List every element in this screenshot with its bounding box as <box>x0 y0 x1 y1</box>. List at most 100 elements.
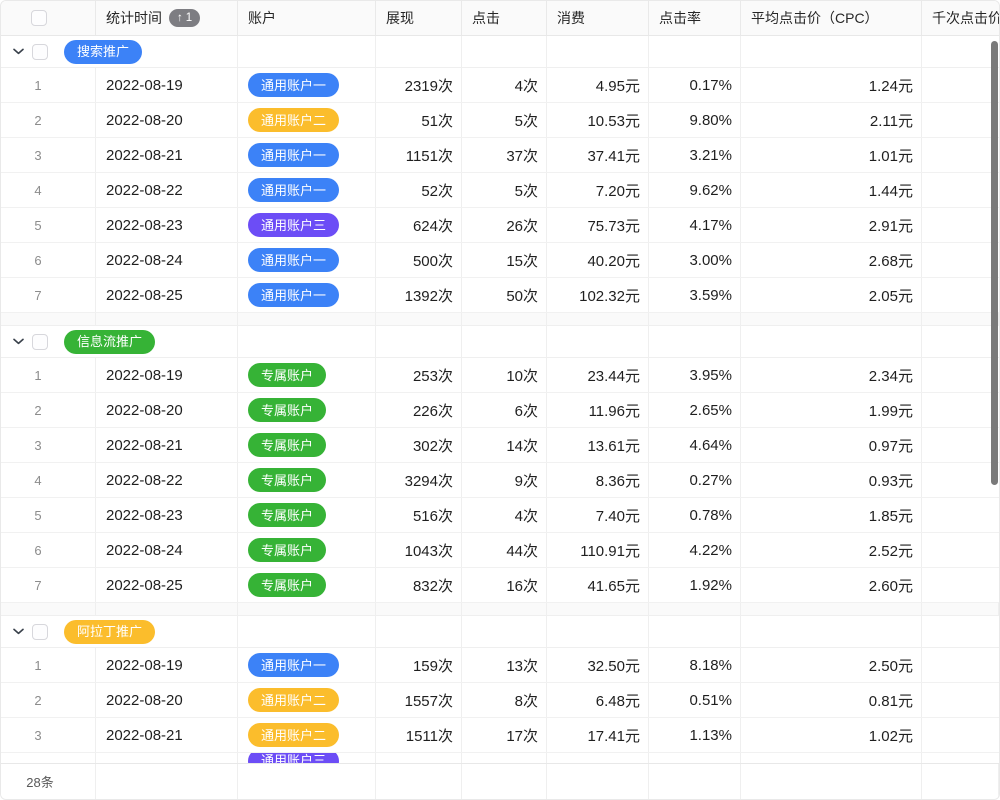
row-impressions: 159次 <box>376 648 462 682</box>
column-header-time[interactable]: 统计时间 ↑ 1 <box>96 1 238 35</box>
account-badge: 通用账户一 <box>248 653 340 677</box>
row-ctr: 0.27% <box>649 463 741 497</box>
sort-badge[interactable]: ↑ 1 <box>169 9 201 27</box>
row-cpc: 1.85元 <box>741 498 922 532</box>
row-cost: 17.41元 <box>547 718 649 752</box>
group-badge: 阿拉丁推广 <box>64 619 156 644</box>
row-ctr: 3.95% <box>649 358 741 392</box>
column-header-cpm[interactable]: 千次点击价 <box>922 1 999 35</box>
row-account: 专属账户 <box>238 533 376 567</box>
row-ctr: 3.59% <box>649 278 741 312</box>
row-index: 2 <box>1 683 96 717</box>
table-row: 4 2022-08-22 专属账户 3294次 9次 8.36元 0.27% 0.93元 <box>1 463 999 498</box>
table-row: 3 2022-08-21 通用账户一 1151次 37次 37.41元 3.21% 1.01元 <box>1 138 999 173</box>
row-index: 5 <box>1 208 96 242</box>
row-cost: 110.91元 <box>547 533 649 567</box>
group-header-cell: 信息流推广 <box>1 326 238 357</box>
column-header-cpm-label: 千次点击价 <box>932 10 999 26</box>
row-clicks: 37次 <box>462 138 547 172</box>
row-cost: 41.65元 <box>547 568 649 602</box>
table-row: 6 2022-08-24 专属账户 1043次 44次 110.91元 4.22% 2.52元 <box>1 533 999 568</box>
column-header-cpc-label: 平均点击价（CPC） <box>751 10 879 26</box>
row-ctr: 2.65% <box>649 393 741 427</box>
table-row: 1 2022-08-19 通用账户一 159次 13次 32.50元 8.18% 2.50元 <box>1 648 999 683</box>
row-impressions: 253次 <box>376 358 462 392</box>
account-badge: 通用账户一 <box>248 143 340 167</box>
column-header-ctr[interactable]: 点击率 <box>649 1 741 35</box>
row-account: 通用账户一 <box>238 173 376 207</box>
row-index: 1 <box>1 358 96 392</box>
row-date: 2022-08-21 <box>96 138 238 172</box>
table-header: 统计时间 ↑ 1 账户 展现 点击 消费 点击率 平均点击价（CPC） 千次点击… <box>1 1 999 36</box>
row-clicks: 26次 <box>462 208 547 242</box>
account-badge: 专属账户 <box>248 363 327 387</box>
row-index: 5 <box>1 498 96 532</box>
row-date: 2022-08-21 <box>96 428 238 462</box>
account-badge: 通用账户三 <box>248 213 340 237</box>
row-cost: 7.40元 <box>547 498 649 532</box>
column-header-account-label: 账户 <box>248 10 276 26</box>
row-cpm <box>922 718 999 752</box>
row-impressions: 226次 <box>376 393 462 427</box>
table-row: 1 2022-08-19 通用账户一 2319次 4次 4.95元 0.17% 1.24元 <box>1 68 999 103</box>
select-all-checkbox[interactable] <box>31 10 47 26</box>
row-index: 2 <box>1 393 96 427</box>
row-index: 4 <box>1 173 96 207</box>
row-clicks: 9次 <box>462 463 547 497</box>
sort-arrow-up-icon: ↑ <box>177 12 183 24</box>
column-header-ctr-label: 点击率 <box>659 10 701 26</box>
row-index: 1 <box>1 68 96 102</box>
vertical-scrollbar-thumb[interactable] <box>991 41 998 485</box>
column-header-cpc[interactable]: 平均点击价（CPC） <box>741 1 922 35</box>
table-row: 2 2022-08-20 通用账户二 51次 5次 10.53元 9.80% 2.11元 <box>1 103 999 138</box>
row-cpc: 0.81元 <box>741 683 922 717</box>
row-impressions: 302次 <box>376 428 462 462</box>
table-row: 3 2022-08-21 专属账户 302次 14次 13.61元 4.64% 0.97元 <box>1 428 999 463</box>
account-badge: 通用账户二 <box>248 108 340 132</box>
row-clicks: 50次 <box>462 278 547 312</box>
group-checkbox[interactable] <box>32 623 48 640</box>
row-impressions: 1151次 <box>376 138 462 172</box>
row-cpc: 1.24元 <box>741 68 922 102</box>
row-date: 2022-08-22 <box>96 463 238 497</box>
row-cpc: 1.99元 <box>741 393 922 427</box>
row-cpc: 2.68元 <box>741 243 922 277</box>
row-cpm <box>922 683 999 717</box>
row-index: 3 <box>1 138 96 172</box>
row-account: 通用账户一 <box>238 138 376 172</box>
account-badge: 专属账户 <box>248 538 327 562</box>
column-header-account[interactable]: 账户 <box>238 1 376 35</box>
group-spacer-row <box>1 313 999 326</box>
collapse-chevron-down-icon[interactable] <box>11 338 25 345</box>
column-header-impressions[interactable]: 展现 <box>376 1 462 35</box>
row-cpm <box>922 278 999 312</box>
group-checkbox[interactable] <box>32 43 48 60</box>
row-ctr: 4.17% <box>649 208 741 242</box>
row-cpc: 2.11元 <box>741 103 922 137</box>
column-header-cost[interactable]: 消费 <box>547 1 649 35</box>
row-impressions: 52次 <box>376 173 462 207</box>
row-ctr: 4.22% <box>649 533 741 567</box>
row-account: 专属账户 <box>238 463 376 497</box>
group-header-cell: 阿拉丁推广 <box>1 616 238 647</box>
account-badge: 通用账户一 <box>248 178 340 202</box>
collapse-chevron-down-icon[interactable] <box>11 628 25 635</box>
row-cost: 40.20元 <box>547 243 649 277</box>
row-index: 1 <box>1 648 96 682</box>
row-clicks: 13次 <box>462 648 547 682</box>
row-cpc: 2.60元 <box>741 568 922 602</box>
table-row: 4 2022-08-22 通用账户一 52次 5次 7.20元 9.62% 1.44元 <box>1 173 999 208</box>
row-account: 专属账户 <box>238 358 376 392</box>
table-row: 2 2022-08-20 专属账户 226次 6次 11.96元 2.65% 1.99元 <box>1 393 999 428</box>
group-checkbox[interactable] <box>32 333 48 350</box>
row-impressions: 3294次 <box>376 463 462 497</box>
row-date: 2022-08-20 <box>96 103 238 137</box>
collapse-chevron-down-icon[interactable] <box>11 48 25 55</box>
row-ctr: 0.17% <box>649 68 741 102</box>
total-count: 28条 <box>1 764 96 799</box>
row-account: 专属账户 <box>238 428 376 462</box>
column-header-clicks[interactable]: 点击 <box>462 1 547 35</box>
table-row: 5 2022-08-23 专属账户 516次 4次 7.40元 0.78% 1.85元 <box>1 498 999 533</box>
row-clicks: 6次 <box>462 393 547 427</box>
row-index: 6 <box>1 533 96 567</box>
